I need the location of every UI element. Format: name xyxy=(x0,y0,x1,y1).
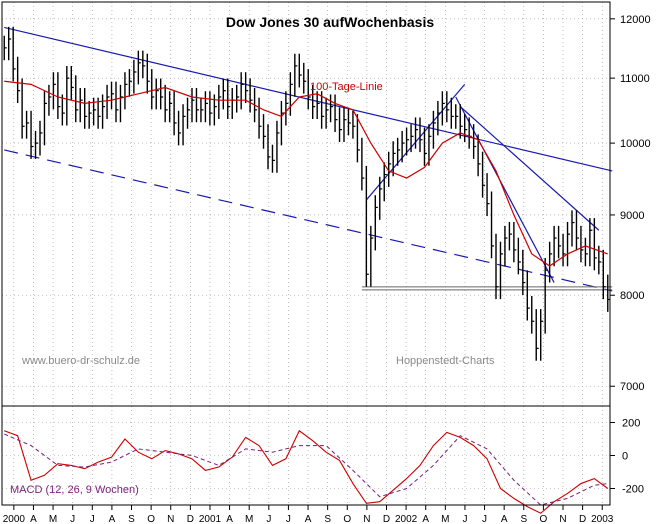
x-tick-label: M xyxy=(49,514,57,524)
plot-frame xyxy=(1,1,611,506)
x-tick-label: N xyxy=(363,514,370,524)
macd-line xyxy=(4,429,609,514)
trendline-decline-line-1 xyxy=(455,96,555,283)
x-tick-label: J xyxy=(266,514,271,524)
x-tick-label: S xyxy=(324,514,331,524)
price-tick-label: 7000 xyxy=(620,381,644,393)
macd-tick-label: 0 xyxy=(622,451,628,463)
label-layer: Dow Jones 30 aufWochenbasis 100-Tage-Lin… xyxy=(10,14,495,496)
price-tick-label: 12000 xyxy=(620,14,651,26)
x-tick-label: N xyxy=(167,514,174,524)
x-tick-label: S xyxy=(520,514,527,524)
x-tick-label: J xyxy=(462,514,467,524)
macd-tick-label: 200 xyxy=(622,418,640,430)
website-label: www.buero-dr-schulz.de xyxy=(21,355,140,367)
ma-100-line xyxy=(4,80,608,267)
x-tick-label: D xyxy=(187,514,194,524)
x-tick-label: A xyxy=(501,514,508,524)
source-label: Hoppenstedt-Charts xyxy=(396,355,495,367)
macd-tick-label: -200 xyxy=(622,484,644,496)
x-tick-label: O xyxy=(147,514,155,524)
x-tick-label: A xyxy=(30,514,37,524)
x-tick-label: 2000 xyxy=(3,514,26,524)
trendline-decline-line-2 xyxy=(459,106,600,231)
x-tick-label: M xyxy=(441,514,449,524)
x-tick-label: J xyxy=(482,514,487,524)
signal-line xyxy=(4,433,608,506)
price-tick-label: 11000 xyxy=(620,73,650,85)
x-tick-label: S xyxy=(128,514,135,524)
x-tick-label: O xyxy=(343,514,351,524)
x-tick-label: D xyxy=(579,514,586,524)
x-tick-label: M xyxy=(245,514,253,524)
trendline-lower-channel xyxy=(4,149,613,292)
x-tick-label: J xyxy=(286,514,291,524)
ma-label: 100-Tage-Linie xyxy=(310,81,383,93)
macd-layer xyxy=(4,429,609,514)
x-tick-label: N xyxy=(559,514,566,524)
x-tick-label: 2002 xyxy=(395,514,418,524)
macd-label: MACD (12, 26, 9 Wochen) xyxy=(10,484,139,496)
x-tick-label: J xyxy=(70,514,75,524)
chart-title: Dow Jones 30 aufWochenbasis xyxy=(226,14,434,30)
x-tick-label: O xyxy=(540,514,548,524)
x-tick-label: 2003 xyxy=(591,514,614,524)
x-tick-label: A xyxy=(109,514,116,524)
x-tick-label: A xyxy=(422,514,429,524)
price-tick-label: 10000 xyxy=(620,138,651,150)
x-tick-label: 2001 xyxy=(199,514,222,524)
frame-layer xyxy=(1,1,611,506)
price-tick-label: 9000 xyxy=(620,210,644,222)
x-tick-label: A xyxy=(226,514,233,524)
x-tick-label: D xyxy=(383,514,390,524)
grid-layer: 2000 A M J J A S O N D 2001 A M J J A S O N D 2002 A M J J A S O N D 2… xyxy=(2,2,651,524)
price-layer xyxy=(3,26,611,361)
x-tick-label: A xyxy=(305,514,312,524)
price-tick-label: 8000 xyxy=(620,290,644,302)
x-tick-label: J xyxy=(90,514,95,524)
